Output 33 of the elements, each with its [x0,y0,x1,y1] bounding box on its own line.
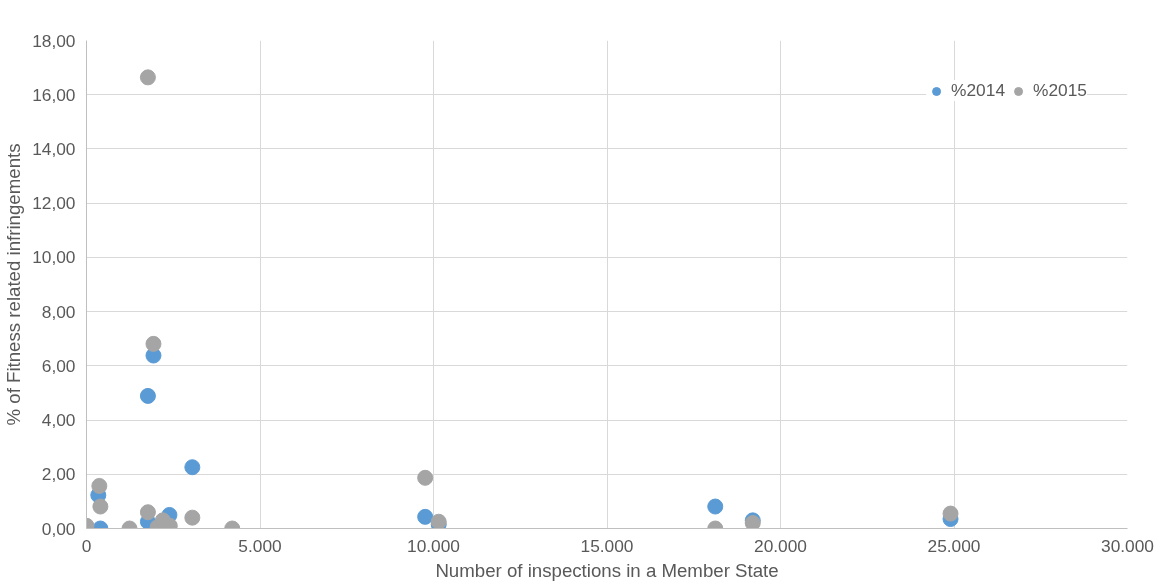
x-axis-title: Number of inspections in a Member State [435,559,779,581]
point [417,508,434,525]
y-tick-label: 14,00 [32,138,76,159]
point [92,498,109,515]
x-tick-label: 0 [81,535,92,556]
x-tick-label: 5.000 [238,535,282,556]
x-tick-label: 20.000 [754,535,807,556]
y-tick-label: 6,00 [41,355,76,376]
y-tick-label: 10,00 [32,247,76,268]
point [942,505,959,522]
x-tick-label: 25.000 [927,535,981,556]
point [139,387,156,404]
y-tick-label: 18,00 [32,30,76,51]
y-tick-label: 2,00 [41,464,76,485]
x-tick-label: 30.000 [1101,535,1154,556]
point [707,498,724,515]
point [139,69,156,86]
x-tick-label: 15.000 [580,535,634,556]
y-tick-label: 16,00 [32,84,76,105]
legend-label: %2014 [951,80,1006,101]
point [145,335,162,352]
x-tick-label: 10.000 [407,535,460,556]
point [417,469,434,486]
point [91,477,108,494]
point [184,509,201,526]
point [139,504,156,521]
point [184,459,201,476]
y-tick-label: 12,00 [32,193,76,214]
y-axis-title: % of Fitness related infringements [3,143,25,426]
legend-label: %2015 [1033,80,1087,101]
y-tick-label: 8,00 [41,301,76,322]
y-tick-label: 0,00 [41,518,76,539]
y-tick-label: 4,00 [41,410,76,431]
